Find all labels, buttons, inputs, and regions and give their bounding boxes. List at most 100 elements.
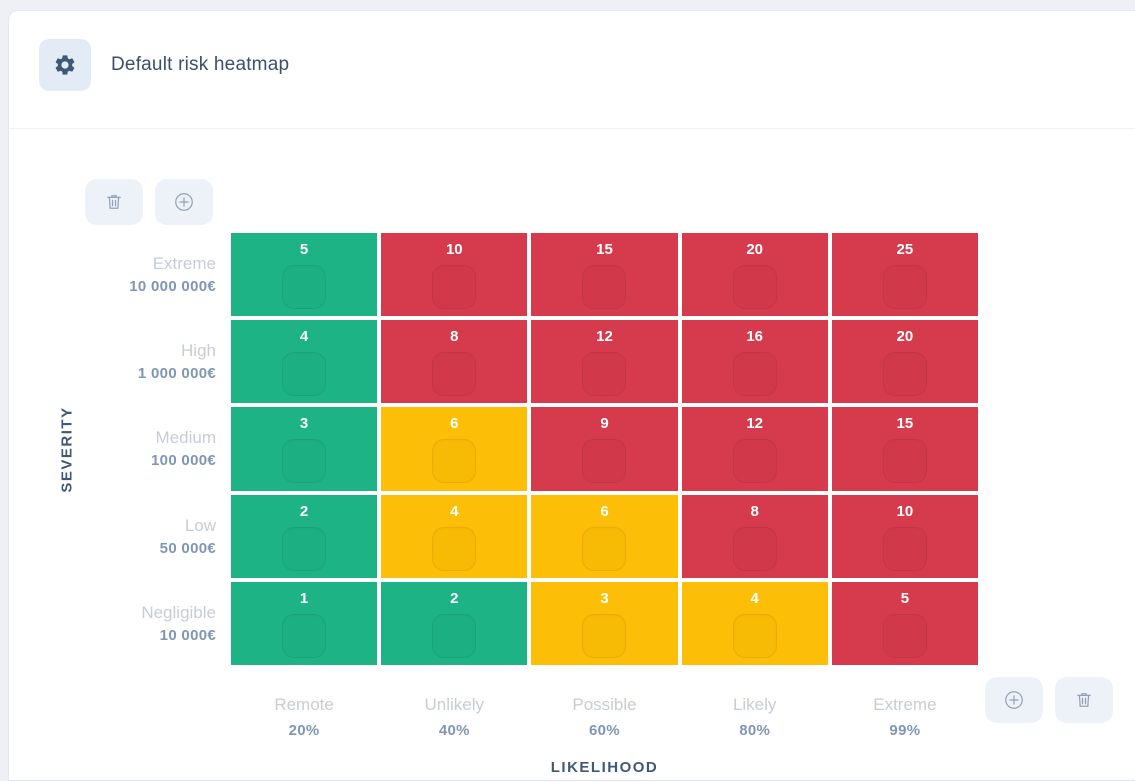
severity-name: Extreme xyxy=(152,254,216,274)
heatmap-cell[interactable]: 3 xyxy=(531,581,678,665)
settings-button[interactable] xyxy=(39,39,91,91)
plus-circle-icon xyxy=(1003,689,1025,711)
severity-value: 100 000€ xyxy=(151,452,216,470)
cell-drop-placeholder[interactable] xyxy=(732,613,777,658)
cell-score: 6 xyxy=(450,415,459,433)
cell-drop-placeholder[interactable] xyxy=(282,265,327,309)
cell-drop-placeholder[interactable] xyxy=(582,352,627,397)
cell-drop-placeholder[interactable] xyxy=(582,439,627,484)
cell-score: 3 xyxy=(600,589,609,607)
add-severity-button[interactable] xyxy=(155,179,213,225)
heatmap-cell[interactable]: 20 xyxy=(681,233,828,317)
cell-drop-placeholder[interactable] xyxy=(432,439,477,484)
heatmap-cell[interactable]: 10 xyxy=(381,233,528,317)
x-axis-title: LIKELIHOOD xyxy=(550,759,659,776)
cell-drop-placeholder[interactable] xyxy=(732,265,777,309)
heatmap-cell[interactable]: 4 xyxy=(681,581,828,665)
cell-score: 2 xyxy=(299,502,309,520)
severity-row-label: Extreme 10 000 000€ xyxy=(49,233,216,316)
cell-score: 16 xyxy=(746,328,764,346)
heatmap-cell[interactable]: 2 xyxy=(231,494,378,578)
heatmap-cell[interactable]: 10 xyxy=(831,494,978,578)
severity-name: Medium xyxy=(155,428,216,448)
cell-drop-placeholder[interactable] xyxy=(432,613,477,658)
likelihood-name: Unlikely xyxy=(424,695,485,714)
cell-drop-placeholder[interactable] xyxy=(432,352,477,397)
likelihood-column-label: Likely 80% xyxy=(682,687,828,739)
heatmap-cell[interactable]: 12 xyxy=(531,320,678,404)
heatmap-cell[interactable]: 6 xyxy=(381,407,528,491)
cell-drop-placeholder[interactable] xyxy=(882,526,927,571)
likelihood-value: 80% xyxy=(739,722,771,739)
heatmap-cell[interactable]: 16 xyxy=(681,320,828,404)
cell-drop-placeholder[interactable] xyxy=(282,526,327,571)
heatmap-cell[interactable]: 15 xyxy=(531,233,678,317)
plus-circle-icon xyxy=(173,191,195,213)
cell-drop-placeholder[interactable] xyxy=(582,526,627,571)
heatmap-cell[interactable]: 3 xyxy=(231,407,378,491)
cell-score: 9 xyxy=(600,415,609,433)
cell-score: 4 xyxy=(299,328,309,346)
cell-drop-placeholder[interactable] xyxy=(882,439,927,484)
severity-row-label: Medium 100 000€ xyxy=(49,407,216,490)
likelihood-name: Extreme xyxy=(873,695,937,714)
cell-drop-placeholder[interactable] xyxy=(732,352,777,397)
cell-drop-placeholder[interactable] xyxy=(732,526,777,571)
cell-drop-placeholder[interactable] xyxy=(882,352,927,397)
likelihood-value: 60% xyxy=(589,722,620,739)
cell-score: 4 xyxy=(450,502,459,520)
cell-drop-placeholder[interactable] xyxy=(432,526,477,571)
cell-score: 2 xyxy=(450,589,459,607)
cell-drop-placeholder[interactable] xyxy=(882,613,927,658)
cell-drop-placeholder[interactable] xyxy=(732,439,777,484)
heatmap-cell[interactable]: 12 xyxy=(681,407,828,491)
cell-score: 3 xyxy=(299,415,309,433)
cell-score: 6 xyxy=(600,502,609,520)
severity-value: 1 000 000€ xyxy=(137,365,216,383)
cell-score: 25 xyxy=(896,241,914,258)
severity-value: 10 000€ xyxy=(159,626,216,644)
cell-score: 12 xyxy=(746,415,764,433)
cell-drop-placeholder[interactable] xyxy=(582,613,627,658)
cell-score: 15 xyxy=(596,241,613,258)
heatmap-cell[interactable]: 8 xyxy=(381,320,528,404)
heatmap-cell[interactable]: 2 xyxy=(381,581,528,665)
cell-score: 1 xyxy=(299,589,309,607)
severity-name: High xyxy=(181,341,216,361)
page-title: Default risk heatmap xyxy=(111,54,290,75)
severity-row-label: Negligible 10 000€ xyxy=(49,582,216,665)
column-labels: Remote 20% Unlikely 40% Possible 60% Likely 80%… xyxy=(231,687,978,739)
heatmap-cell[interactable]: 5 xyxy=(831,581,978,665)
heatmap-cell[interactable]: 20 xyxy=(831,320,978,404)
cell-score: 10 xyxy=(896,502,914,520)
severity-actions xyxy=(85,179,213,225)
delete-likelihood-button[interactable] xyxy=(1055,677,1113,723)
likelihood-value: 99% xyxy=(889,722,921,739)
cell-drop-placeholder[interactable] xyxy=(282,439,327,484)
severity-row-label: Low 50 000€ xyxy=(49,495,216,578)
trash-icon xyxy=(1074,690,1094,710)
heatmap-cell[interactable]: 4 xyxy=(231,320,378,404)
heatmap-cell[interactable]: 8 xyxy=(681,494,828,578)
cell-drop-placeholder[interactable] xyxy=(282,613,327,658)
heatmap-cell[interactable]: 1 xyxy=(231,581,378,665)
likelihood-name: Remote xyxy=(274,695,334,714)
add-likelihood-button[interactable] xyxy=(985,677,1043,723)
gear-icon xyxy=(53,53,77,77)
cell-drop-placeholder[interactable] xyxy=(882,265,927,309)
heatmap-cell[interactable]: 15 xyxy=(831,407,978,491)
cell-drop-placeholder[interactable] xyxy=(582,265,627,309)
heatmap-cell[interactable]: 6 xyxy=(531,494,678,578)
heatmap-cell[interactable]: 9 xyxy=(531,407,678,491)
cell-drop-placeholder[interactable] xyxy=(432,265,477,309)
cell-score: 20 xyxy=(746,241,764,258)
cell-drop-placeholder[interactable] xyxy=(282,352,327,397)
delete-severity-button[interactable] xyxy=(85,179,143,225)
severity-value: 10 000 000€ xyxy=(129,278,216,296)
heatmap-cell[interactable]: 5 xyxy=(231,233,378,317)
severity-name: Negligible xyxy=(141,602,216,622)
heatmap-cell[interactable]: 25 xyxy=(831,233,978,317)
trash-icon xyxy=(104,192,124,212)
likelihood-column-label: Unlikely 40% xyxy=(381,687,527,739)
heatmap-cell[interactable]: 4 xyxy=(381,494,528,578)
